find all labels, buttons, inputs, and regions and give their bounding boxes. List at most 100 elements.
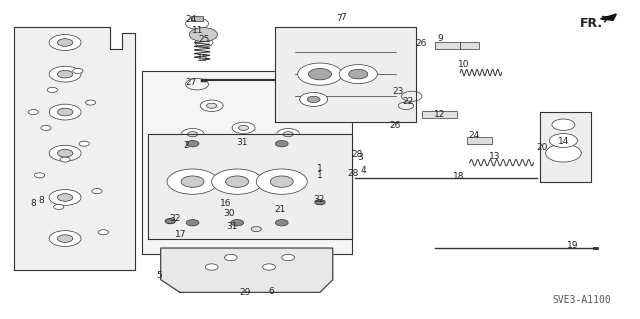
Text: 17: 17: [175, 230, 187, 239]
Text: 31: 31: [227, 222, 238, 231]
Circle shape: [60, 157, 70, 162]
Polygon shape: [540, 112, 591, 182]
Text: 18: 18: [453, 172, 465, 182]
Text: 27: 27: [186, 78, 197, 86]
Text: 5: 5: [157, 271, 163, 280]
Circle shape: [79, 141, 90, 146]
Circle shape: [251, 226, 261, 232]
Circle shape: [41, 125, 51, 130]
Circle shape: [58, 194, 73, 201]
Circle shape: [49, 66, 81, 82]
Circle shape: [239, 173, 248, 178]
Circle shape: [58, 235, 73, 242]
Circle shape: [239, 125, 248, 130]
Text: 6: 6: [268, 287, 274, 296]
Text: 8: 8: [38, 196, 44, 205]
Circle shape: [181, 176, 204, 187]
Circle shape: [545, 144, 581, 162]
Text: 7: 7: [340, 13, 346, 22]
Circle shape: [200, 100, 223, 111]
Text: 12: 12: [434, 110, 445, 119]
Text: 7: 7: [336, 14, 342, 23]
Circle shape: [49, 104, 81, 120]
Circle shape: [207, 103, 217, 108]
Circle shape: [186, 141, 199, 147]
Circle shape: [212, 169, 262, 194]
Circle shape: [165, 219, 175, 224]
Circle shape: [73, 69, 83, 73]
Text: 4: 4: [360, 166, 366, 175]
Circle shape: [232, 122, 255, 134]
Text: 11: 11: [192, 26, 204, 35]
Circle shape: [181, 129, 204, 140]
Text: 31: 31: [237, 137, 248, 147]
Polygon shape: [148, 134, 352, 239]
Circle shape: [28, 109, 38, 115]
Text: 21: 21: [275, 205, 286, 214]
Circle shape: [58, 108, 73, 116]
Circle shape: [49, 34, 81, 50]
Polygon shape: [141, 71, 352, 254]
Text: 8: 8: [30, 199, 36, 208]
Circle shape: [49, 189, 81, 205]
Text: 24: 24: [186, 15, 197, 24]
Text: 10: 10: [458, 60, 470, 69]
Circle shape: [58, 39, 73, 46]
Text: 26: 26: [415, 39, 426, 48]
Text: 1: 1: [317, 171, 323, 180]
Text: 14: 14: [557, 137, 569, 146]
Circle shape: [282, 254, 294, 261]
Circle shape: [47, 87, 58, 93]
Text: 16: 16: [220, 199, 232, 208]
Circle shape: [283, 173, 293, 178]
Text: 3: 3: [357, 153, 363, 162]
Circle shape: [283, 132, 293, 137]
Text: 20: 20: [536, 143, 547, 152]
Bar: [467, 137, 492, 144]
Text: 30: 30: [224, 209, 236, 219]
Circle shape: [35, 173, 45, 178]
Text: 1: 1: [317, 164, 323, 173]
Circle shape: [225, 254, 237, 261]
Circle shape: [349, 69, 368, 79]
Polygon shape: [600, 14, 616, 20]
Circle shape: [167, 169, 218, 194]
Circle shape: [99, 230, 108, 235]
Circle shape: [262, 264, 275, 270]
Circle shape: [205, 264, 218, 270]
Polygon shape: [161, 248, 333, 292]
Circle shape: [189, 28, 218, 41]
Circle shape: [226, 176, 248, 187]
Circle shape: [188, 132, 198, 137]
Text: 23: 23: [393, 87, 404, 96]
Circle shape: [86, 100, 96, 105]
Circle shape: [231, 219, 244, 226]
Text: 22: 22: [403, 97, 413, 107]
Circle shape: [92, 189, 102, 194]
Text: 32: 32: [169, 214, 180, 223]
Circle shape: [256, 169, 307, 194]
Circle shape: [300, 93, 328, 106]
Text: FR.: FR.: [580, 17, 603, 30]
Text: 28: 28: [351, 150, 363, 159]
Circle shape: [181, 170, 204, 181]
Circle shape: [315, 200, 325, 205]
Text: SVE3-A1100: SVE3-A1100: [552, 295, 611, 305]
Text: 15: 15: [197, 55, 209, 63]
Polygon shape: [14, 27, 135, 270]
Polygon shape: [275, 27, 415, 122]
Circle shape: [270, 176, 293, 187]
Text: 19: 19: [567, 241, 579, 250]
Bar: [435, 42, 460, 49]
Circle shape: [54, 204, 64, 210]
Text: 24: 24: [468, 131, 480, 140]
Circle shape: [58, 70, 73, 78]
Bar: [191, 16, 203, 21]
Circle shape: [275, 141, 288, 147]
Circle shape: [49, 231, 81, 247]
Text: 32: 32: [313, 195, 324, 204]
Circle shape: [549, 134, 577, 147]
Text: 9: 9: [437, 34, 443, 43]
Circle shape: [188, 173, 198, 178]
Bar: [422, 111, 457, 118]
